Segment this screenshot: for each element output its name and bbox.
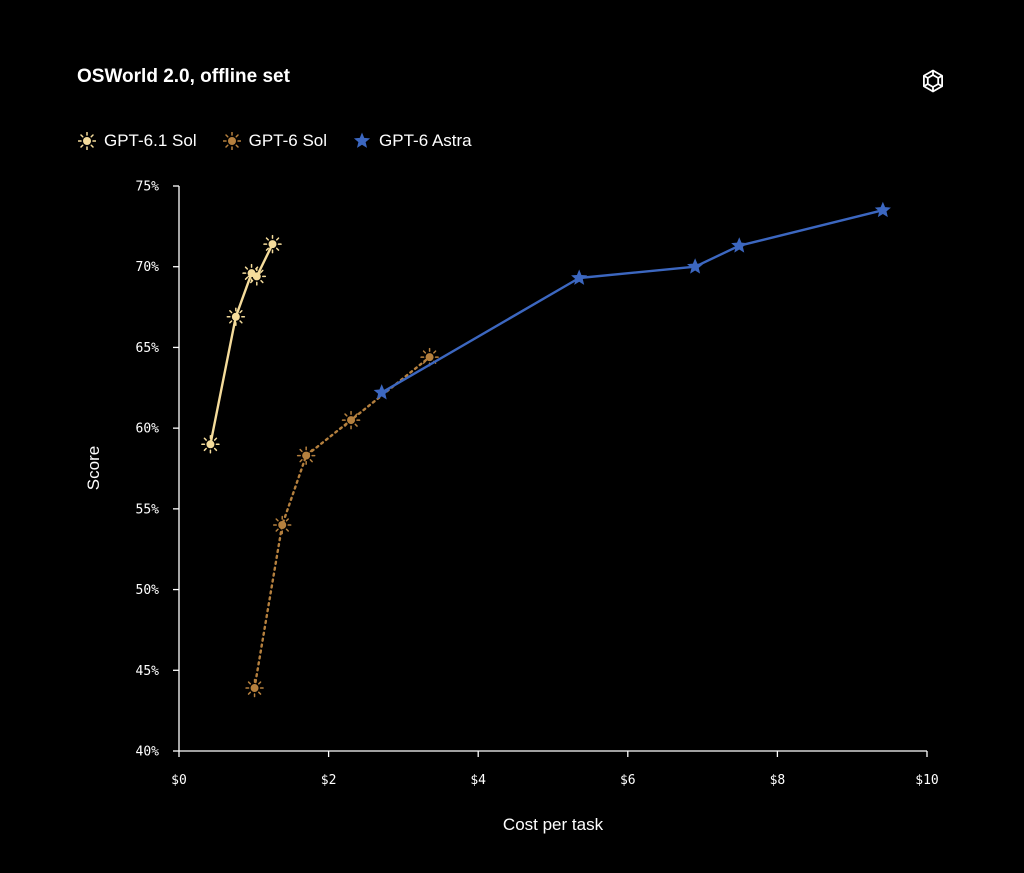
series-line	[381, 209, 884, 394]
sun-marker-icon	[222, 132, 241, 150]
legend-marker-shape	[353, 132, 371, 148]
data-point	[687, 258, 704, 274]
legend-item-gpt6-sol[interactable]: GPT-6 Sol	[222, 131, 328, 151]
data-point	[226, 307, 246, 327]
data-point	[874, 201, 891, 218]
data-point	[373, 384, 390, 400]
y-tick-label: 50%	[136, 583, 160, 598]
data-point	[571, 269, 588, 285]
x-tick-label: $6	[620, 773, 636, 788]
chart-title: OSWorld 2.0, offline set	[77, 66, 290, 87]
data-point	[341, 410, 361, 430]
data-point	[245, 678, 264, 698]
series-gpt-6-1-sol	[201, 234, 282, 454]
legend-item-gpt6-astra[interactable]: GPT-6 Astra	[353, 131, 472, 151]
x-tick-label: $8	[770, 773, 786, 788]
y-tick-label: 70%	[136, 260, 160, 275]
series-gpt-6-sol	[245, 347, 439, 698]
openai-logo-icon	[923, 69, 943, 93]
data-point	[731, 237, 748, 253]
sun-marker-icon	[78, 132, 96, 150]
y-tick-label: 75%	[136, 180, 160, 195]
series-gpt-6-astra	[373, 201, 891, 400]
data-point	[263, 234, 282, 254]
y-tick-label: 45%	[136, 664, 160, 679]
data-point	[201, 435, 220, 454]
y-tick-label: 60%	[136, 422, 160, 437]
x-tick-label: $0	[171, 773, 187, 788]
x-tick-label: $10	[915, 773, 938, 788]
data-point	[247, 267, 267, 286]
series-line	[209, 243, 274, 445]
x-axis-label: Cost per task	[503, 815, 604, 834]
y-tick-label: 55%	[136, 502, 160, 517]
y-axis-label: Score	[84, 446, 103, 490]
legend-label: GPT-6 Sol	[248, 131, 328, 150]
y-tick-label: 40%	[136, 745, 160, 760]
legend-label: GPT-6 Astra	[379, 131, 472, 150]
y-tick-label: 65%	[136, 341, 160, 356]
legend: GPT-6.1 Sol GPT-6 Sol GPT-6 Astra	[78, 128, 498, 154]
data-point	[296, 446, 316, 465]
legend-label: GPT-6.1 Sol	[104, 131, 197, 150]
legend-item-gpt61-sol[interactable]: GPT-6.1 Sol	[78, 131, 197, 151]
axes: 40% 45% 50% 55% 60% 65% 70% 75% $0 $2 $4 $6 $8 $10	[136, 180, 939, 789]
series-layer	[201, 201, 891, 698]
star-marker-icon	[353, 132, 371, 148]
x-tick-label: $4	[470, 773, 486, 788]
legend-marker-shape	[222, 132, 241, 150]
data-point	[272, 515, 292, 535]
x-tick-label: $2	[321, 773, 337, 788]
legend-marker-shape	[78, 132, 96, 150]
data-point	[420, 347, 439, 367]
